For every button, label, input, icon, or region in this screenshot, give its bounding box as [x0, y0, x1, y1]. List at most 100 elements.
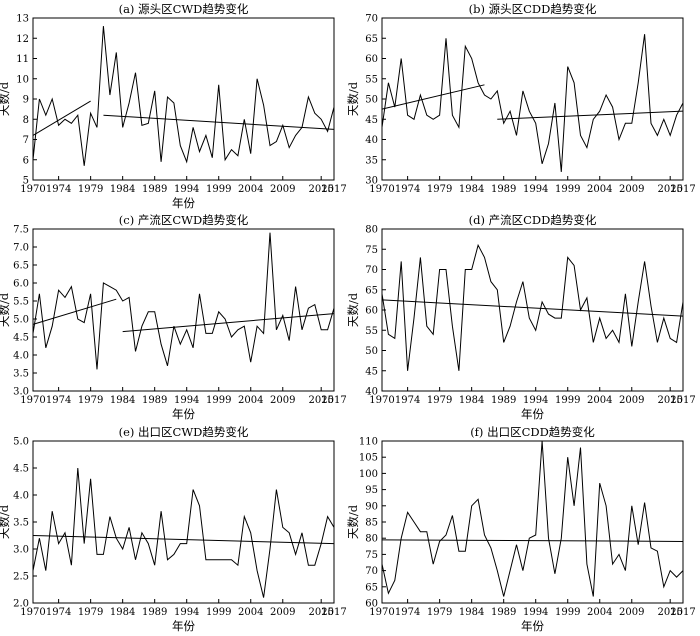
x-tick-label: 2004	[587, 184, 612, 195]
y-tick-label: 40	[365, 387, 378, 398]
trend-line	[32, 100, 91, 136]
chart-title: (d) 产流区CDD趋势变化	[469, 213, 597, 227]
trend-line	[381, 299, 684, 317]
x-tick-label: 1974	[46, 607, 71, 618]
x-tick-label: 1989	[491, 395, 516, 406]
x-tick-label: 1979	[78, 395, 103, 406]
x-tick-label: 1999	[206, 607, 231, 618]
x-tick-label: 1974	[395, 395, 420, 406]
chart-title: (b) 源头区CDD趋势变化	[469, 2, 597, 16]
y-axis-label: 天数/d	[346, 292, 360, 327]
y-tick-label: 70	[365, 566, 378, 577]
x-tick-label: 2004	[238, 184, 263, 195]
chart-panel-1: (b) 源头区CDD趋势变化 30 35 40 45 50 55 60 65 70 1970 1974…	[346, 2, 696, 195]
x-tick-label: 1970	[20, 395, 45, 406]
x-tick-label: 1994	[523, 184, 548, 195]
chart-panel-0: (a) 源头区CWD趋势变化 5 6 7 8 9 10 11 12 13 1970 1974 1979 1…	[0, 2, 347, 210]
trend-line	[122, 313, 335, 333]
y-tick-label: 30	[365, 176, 378, 187]
x-tick-label: 2015	[308, 184, 333, 195]
x-tick-label: 2004	[238, 395, 263, 406]
series-line	[381, 440, 684, 597]
y-axis-label: 天数/d	[346, 81, 360, 116]
x-tick-label: 2009	[270, 395, 295, 406]
chart-title: (e) 出口区CWD趋势变化	[119, 425, 249, 439]
x-tick-label: 2017	[670, 607, 695, 618]
x-tick-label: 2017	[321, 184, 346, 195]
series-line	[381, 243, 684, 371]
x-tick-label: 1999	[206, 395, 231, 406]
y-tick-label: 5.0	[13, 315, 29, 326]
y-tick-label: 70	[365, 14, 378, 25]
x-tick-label: 2004	[587, 395, 612, 406]
x-tick-label: 1994	[523, 607, 548, 618]
x-axis-label: 年份	[521, 407, 544, 421]
trend-line	[103, 114, 335, 130]
x-tick-label: 1989	[142, 607, 167, 618]
y-tick-label: 85	[365, 518, 378, 529]
x-tick-label: 1989	[491, 607, 516, 618]
x-tick-label: 1994	[174, 395, 199, 406]
trend-line	[32, 535, 335, 545]
x-tick-label: 2004	[238, 607, 263, 618]
x-tick-label: 1989	[142, 184, 167, 195]
chart-title: (a) 源头区CWD趋势变化	[119, 2, 249, 16]
y-tick-label: 55	[365, 74, 378, 85]
x-tick-label: 2015	[657, 184, 682, 195]
y-tick-label: 3.0	[13, 387, 29, 398]
series-line	[32, 232, 335, 370]
plot-frame	[381, 440, 684, 604]
x-tick-label: 2015	[308, 607, 333, 618]
y-tick-label: 3.5	[13, 369, 29, 380]
y-tick-label: 7.0	[13, 243, 29, 254]
y-tick-label: 75	[365, 550, 378, 561]
x-tick-label: 1979	[427, 395, 452, 406]
x-tick-label: 1970	[369, 607, 394, 618]
trend-line	[32, 298, 117, 325]
x-tick-label: 1970	[20, 607, 45, 618]
y-tick-label: 8	[23, 115, 29, 126]
y-tick-label: 13	[16, 14, 29, 25]
x-tick-label: 2015	[657, 607, 682, 618]
x-tick-label: 1970	[369, 184, 394, 195]
y-tick-label: 65	[365, 582, 378, 593]
y-tick-label: 50	[365, 95, 378, 106]
y-tick-label: 45	[365, 115, 378, 126]
y-tick-label: 6.0	[13, 279, 29, 290]
plot-frame	[381, 17, 684, 181]
y-tick-label: 4.5	[13, 333, 29, 344]
x-axis-label: 年份	[521, 619, 544, 633]
x-tick-label: 1999	[206, 184, 231, 195]
y-tick-label: 65	[365, 34, 378, 45]
series-line	[32, 26, 335, 166]
y-tick-label: 80	[365, 534, 378, 545]
trend-line	[381, 84, 485, 110]
chart-title: (f) 出口区CDD趋势变化	[470, 425, 595, 439]
x-tick-label: 2017	[321, 395, 346, 406]
y-tick-label: 65	[365, 285, 378, 296]
x-tick-label: 1989	[142, 395, 167, 406]
x-tick-label: 1994	[523, 395, 548, 406]
y-tick-label: 4.0	[13, 351, 29, 362]
y-axis-label: 天数/d	[0, 504, 11, 539]
chart-title: (c) 产流区CWD趋势变化	[119, 213, 249, 227]
x-tick-label: 2017	[321, 607, 346, 618]
plot-frame	[32, 17, 335, 181]
y-tick-label: 50	[365, 346, 378, 357]
x-tick-label: 2017	[670, 184, 695, 195]
x-tick-label: 1984	[110, 395, 135, 406]
y-tick-label: 5.5	[13, 297, 29, 308]
y-tick-label: 35	[365, 155, 378, 166]
x-tick-label: 1999	[555, 607, 580, 618]
y-tick-label: 45	[365, 366, 378, 377]
y-tick-label: 4.0	[13, 491, 29, 502]
x-tick-label: 1974	[395, 184, 420, 195]
x-tick-label: 1984	[459, 607, 484, 618]
y-tick-label: 60	[365, 54, 378, 65]
series-line	[381, 34, 684, 172]
y-tick-label: 4.5	[13, 464, 29, 475]
y-tick-label: 100	[359, 469, 378, 480]
y-tick-label: 3.0	[13, 545, 29, 556]
y-tick-label: 75	[365, 245, 378, 256]
